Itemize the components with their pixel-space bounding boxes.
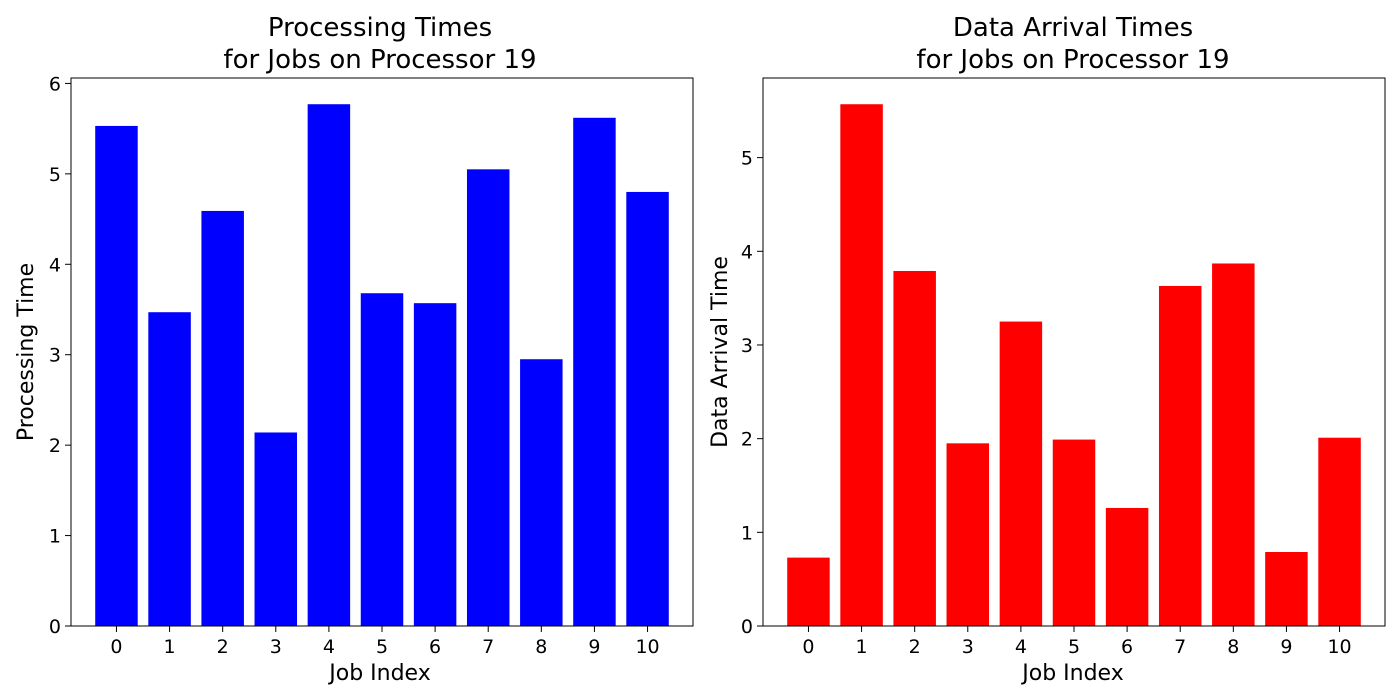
x-tick-label: 4 xyxy=(323,636,335,658)
x-tick-label: 4 xyxy=(1015,636,1027,658)
chart-processing-times: Processing Times for Jobs on Processor 1… xyxy=(14,13,694,686)
x-tick-label: 1 xyxy=(856,636,868,658)
x-tick-label: 3 xyxy=(270,636,282,658)
bar-job-4 xyxy=(307,104,351,627)
x-tick-label: 10 xyxy=(635,636,659,658)
y-tick-label: 1 xyxy=(741,522,753,544)
x-tick-label: 0 xyxy=(110,636,122,658)
x-tick-label: 7 xyxy=(482,636,494,658)
y-tick-label: 3 xyxy=(49,345,61,367)
bar-group xyxy=(787,104,1361,627)
bar-group xyxy=(95,104,669,627)
y-tick-label: 2 xyxy=(741,429,753,451)
x-tick-label: 6 xyxy=(429,636,441,658)
bar-job-8 xyxy=(520,359,563,626)
x-tick-label: 2 xyxy=(217,636,229,658)
bar-job-9 xyxy=(1265,552,1308,626)
bar-job-7 xyxy=(466,169,510,626)
x-tick-label: 9 xyxy=(1280,636,1292,658)
x-tick-label: 5 xyxy=(376,636,388,658)
x-axis-label: Job Index xyxy=(327,661,430,686)
bar-job-3 xyxy=(254,432,298,626)
bar-job-7 xyxy=(1158,285,1202,626)
bar-job-0 xyxy=(787,557,830,626)
y-axis: 0 1 2 3 4 5 6 xyxy=(49,73,71,638)
y-tick-label: 4 xyxy=(741,241,753,263)
x-tick-label: 7 xyxy=(1174,636,1186,658)
bar-job-8 xyxy=(1212,263,1255,626)
bar-job-1 xyxy=(840,104,883,627)
x-tick-label: 1 xyxy=(164,636,176,658)
bar-job-2 xyxy=(201,210,244,626)
bar-job-2 xyxy=(893,270,936,626)
y-tick-label: 3 xyxy=(741,335,753,357)
x-tick-label: 2 xyxy=(909,636,921,658)
y-axis-label: Processing Time xyxy=(14,263,39,441)
x-tick-label: 5 xyxy=(1068,636,1080,658)
bar-job-9 xyxy=(573,117,616,626)
bar-job-6 xyxy=(1105,507,1149,626)
y-tick-label: 6 xyxy=(49,73,61,95)
bar-job-1 xyxy=(148,312,191,626)
y-tick-label: 5 xyxy=(741,148,753,170)
bar-job-4 xyxy=(999,321,1043,626)
y-tick-label: 0 xyxy=(741,616,753,638)
x-axis-label: Job Index xyxy=(1020,661,1123,686)
x-tick-label: 6 xyxy=(1121,636,1133,658)
x-tick-label: 3 xyxy=(962,636,974,658)
bar-job-0 xyxy=(95,125,138,627)
chart-title-line2: for Jobs on Processor 19 xyxy=(223,45,536,75)
chart-data-arrival-times: Data Arrival Times for Jobs on Processor… xyxy=(708,13,1386,686)
x-tick-label: 0 xyxy=(802,636,814,658)
x-axis: 0 1 2 3 4 5 6 7 8 9 10 xyxy=(110,626,660,658)
y-tick-label: 4 xyxy=(49,254,61,276)
bar-job-10 xyxy=(1318,437,1361,626)
bar-job-10 xyxy=(626,191,669,626)
bar-job-3 xyxy=(946,443,990,626)
y-tick-label: 5 xyxy=(49,164,61,186)
bar-job-6 xyxy=(413,303,457,626)
y-tick-label: 2 xyxy=(49,435,61,457)
x-tick-label: 10 xyxy=(1327,636,1351,658)
bar-job-5 xyxy=(360,293,404,626)
x-tick-label: 8 xyxy=(1227,636,1239,658)
bar-job-5 xyxy=(1052,439,1096,626)
x-axis: 0 1 2 3 4 5 6 7 8 9 10 xyxy=(802,626,1352,658)
chart-title-line2: for Jobs on Processor 19 xyxy=(916,45,1229,75)
chart-title-line1: Processing Times xyxy=(268,13,492,43)
y-axis-label: Data Arrival Time xyxy=(708,256,733,448)
x-tick-label: 9 xyxy=(588,636,600,658)
chart-title-line1: Data Arrival Times xyxy=(953,13,1193,43)
y-axis: 0 1 2 3 4 5 xyxy=(741,148,763,638)
y-tick-label: 1 xyxy=(49,526,61,548)
x-tick-label: 8 xyxy=(535,636,547,658)
y-tick-label: 0 xyxy=(49,616,61,638)
